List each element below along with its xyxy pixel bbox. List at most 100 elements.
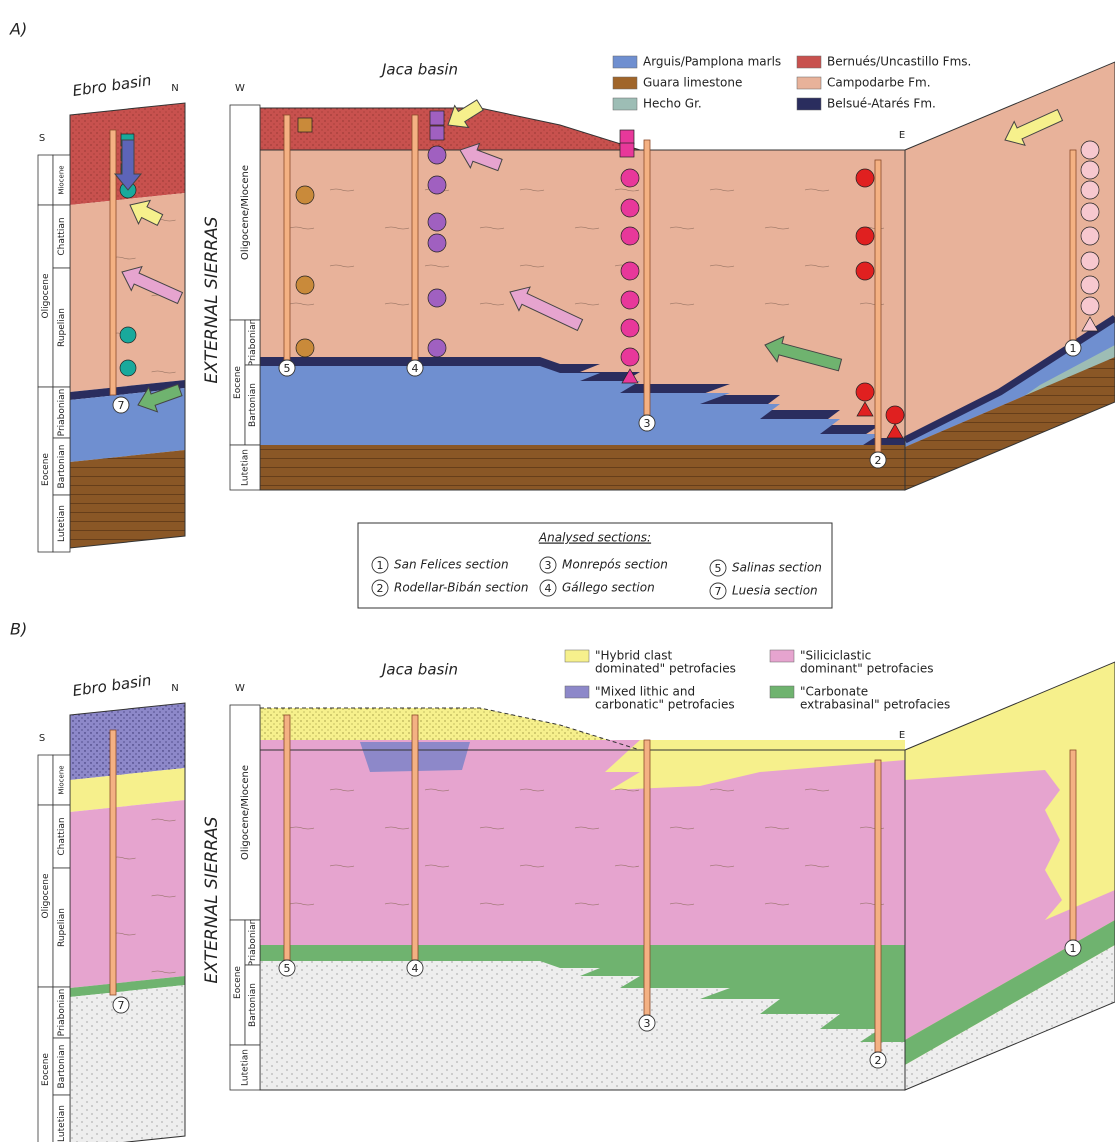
east-label: E [899,730,905,741]
sample-square [430,111,444,125]
strat-label: Chattian [57,817,67,855]
section-number: 3 [545,559,552,572]
strat-label: Oligocene/Miocene [240,765,251,860]
sample-circle [120,360,136,376]
sample-circle [621,291,639,309]
jaca-title: Jaca basin [379,61,458,79]
section-number: 7 [715,585,722,598]
strat-label: Lutetian [241,449,251,486]
section-number: 7 [118,399,125,412]
section-number: 1 [1070,942,1077,955]
sample-circle [1081,141,1099,159]
strat-label: Oligocene [41,273,51,318]
legend-label: "Siliciclastic [800,649,871,663]
sample-circle [621,199,639,217]
legend-label: "Mixed lithic and [595,685,695,699]
strat-label: Miocene [58,165,66,194]
south-label: S [39,733,45,744]
east-label: E [899,130,905,141]
sample-circle [856,262,874,280]
strat-label: Bartonian [248,383,258,427]
legend-label: Campodarbe Fm. [827,76,931,90]
eocene-base [260,1045,905,1090]
legend-swatch [613,98,637,110]
section-number: 5 [284,962,291,975]
section-pole [284,115,290,360]
legend-swatch [565,650,589,662]
legend-swatch [770,650,794,662]
section-pole [875,760,881,1052]
analysed-title: Analysed sections: [538,531,651,545]
stipple [70,703,185,780]
ebro-title: Ebro basin [71,71,152,100]
west-label: W [235,83,245,94]
legend-swatch [565,686,589,698]
legend-label: Arguis/Pamplona marls [643,55,781,69]
sample-square [298,118,312,132]
analysed-name: Luesia section [732,584,818,598]
side-label: EXTERNAL SIERRAS [202,216,222,383]
strat-label: Lutetian [241,1049,251,1086]
section-pole [875,160,881,452]
strat-label: Rupelian [57,308,67,347]
strat-label: Eocene [41,1053,51,1086]
sample-circle [428,176,446,194]
sample-circle [428,289,446,307]
legend-swatch [613,56,637,68]
legend-label: "Carbonate [800,685,868,699]
section-pole [110,130,116,395]
analysed-name: Gállego section [562,581,655,595]
strat-label: Rupelian [57,908,67,947]
sample-circle [856,227,874,245]
strat-label: Priabonian [248,319,258,367]
sample-circle [1081,297,1099,315]
strat-label: Eocene [233,366,243,399]
silici-layer [70,800,185,988]
legend-swatch [797,77,821,89]
sample-circle [1081,203,1099,221]
strat-cell [38,155,53,205]
sample-circle [428,339,446,357]
legend-label: Belsué-Atarés Fm. [827,97,936,111]
section-number: 5 [284,362,291,375]
west-label: W [235,683,245,694]
north-label: N [171,683,178,694]
sample-circle [296,186,314,204]
legend-label: Hecho Gr. [643,97,702,111]
section-pole [284,715,290,960]
sample-circle [296,276,314,294]
strat-label: Priabonian [248,919,258,967]
legend-label: Bernués/Uncastillo Fms. [827,55,971,69]
sample-circle [1081,161,1099,179]
sample-circle [621,227,639,245]
sample-circle [856,383,874,401]
sample-circle [120,327,136,343]
strat-label: Bartonian [57,445,67,489]
figure: A) Ebro basin N S Oligocene Eocene Miocene Chat… [0,0,1115,1142]
legend-swatch [613,77,637,89]
legend-label: dominated" petrofacies [595,662,736,676]
section-number: 3 [644,1017,651,1030]
panel-label: A) [9,20,27,39]
south-label: S [39,133,45,144]
sample-circle [1081,252,1099,270]
strat-label: Lutetian [57,1105,67,1142]
section-number: 1 [1070,342,1077,355]
guara-layer [70,450,185,548]
north-label: N [171,83,178,94]
legend-swatch [770,686,794,698]
section-number: 3 [644,417,651,430]
legend-label: extrabasinal" petrofacies [800,698,950,712]
sample-square [430,126,444,140]
panel-label: B) [10,620,27,639]
sample-circle [886,406,904,424]
legend-label: dominant" petrofacies [800,662,933,676]
section-pole [110,730,116,995]
legend-swatch [797,56,821,68]
side-label: EXTERNAL SIERRAS [202,816,222,983]
sample-circle [856,169,874,187]
strat-cell [38,755,53,805]
strat-label: Oligocene [41,873,51,918]
strat-label: Priabonian [57,389,67,437]
analysed-name: Monrepós section [562,558,668,572]
